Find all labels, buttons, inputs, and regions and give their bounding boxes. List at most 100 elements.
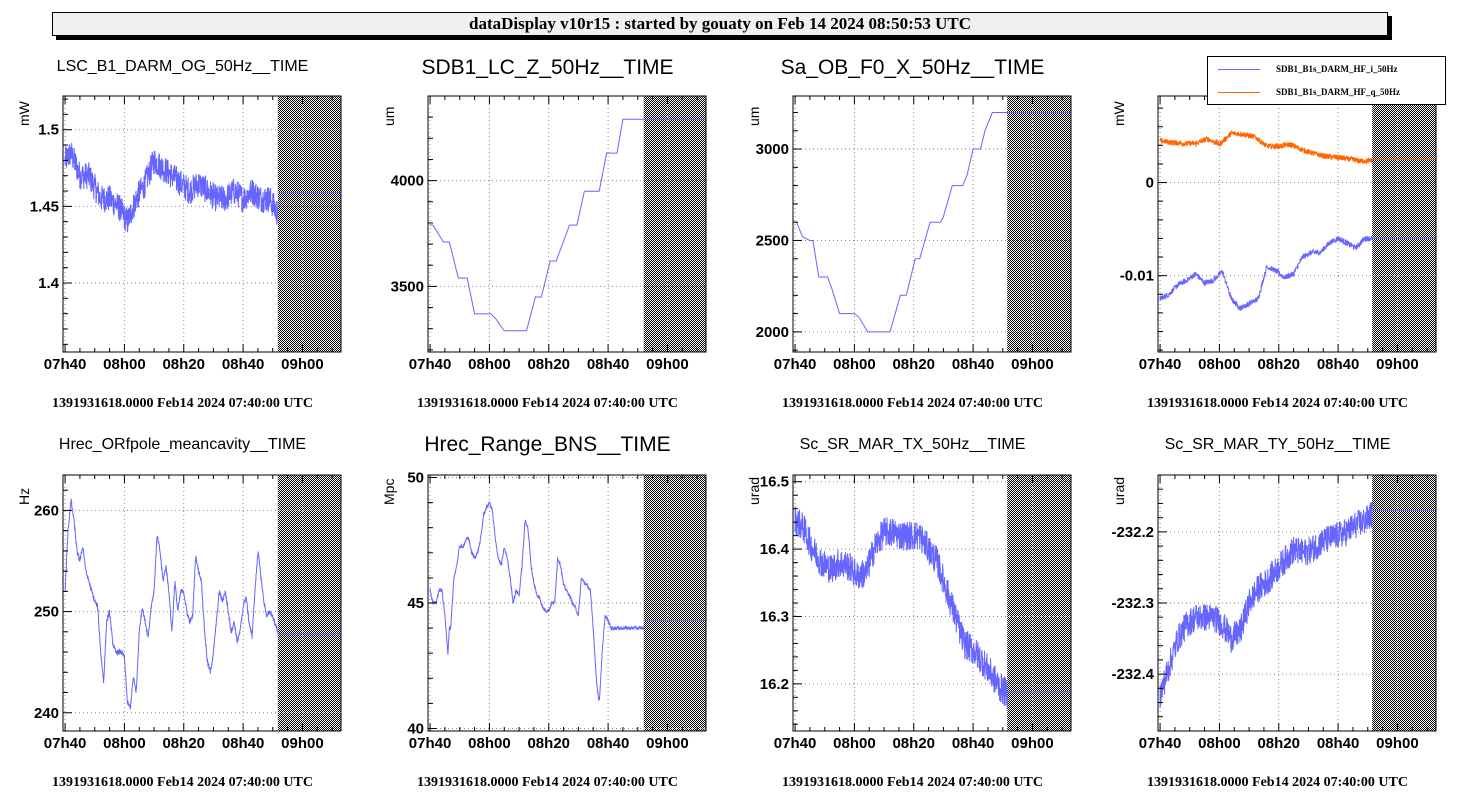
x-tick-label: 07h40 [409, 735, 452, 752]
x-tick-label: 09h00 [281, 735, 324, 752]
y-tick-label: 0 [1146, 175, 1154, 192]
x-tick-label: 09h00 [1011, 356, 1054, 373]
x-tick-label: 08h40 [1317, 735, 1360, 752]
y-tick-label: 50 [407, 470, 424, 487]
chart-title: LSC_B1_DARM_OG_50Hz__TIME [56, 58, 309, 75]
y-tick-label: 260 [34, 502, 59, 519]
series-Sc_SR_MAR_TX_50Hz [794, 506, 1071, 709]
y-tick-label: 1.5 [38, 122, 59, 139]
no-data-region [277, 96, 341, 352]
y-tick-label: 240 [34, 705, 59, 722]
x-tick-label: 09h00 [646, 356, 689, 373]
series-SDB1_LC_Z_50Hz [430, 118, 706, 332]
x-tick-label: 08h00 [468, 356, 511, 373]
x-tick-label: 08h20 [1257, 356, 1300, 373]
series-line [430, 118, 644, 332]
series-line [1159, 501, 1373, 708]
chart-panel: Sa_OB_F0_X_50Hz__TIME um 1391931618.0000 F… [730, 0, 1095, 411]
x-tick-label: 07h40 [774, 356, 817, 373]
x-tick-label: 08h20 [527, 735, 570, 752]
plot-area: 07h40 08h00 08h20 08h40 09h00 240 250 260 [34, 474, 342, 752]
y-tick-label: -232.4 [1111, 666, 1154, 683]
chart-panel: LSC_B1_DARM_OG_50Hz__TIME mW 1391931618.00… [0, 0, 365, 411]
y-tick-label: 3500 [391, 278, 424, 295]
chart-panel: Hrec_ORfpole_meancavity__TIME Hz 139193161… [0, 379, 365, 790]
series-LSC_B1_DARM_OG_50Hz [64, 142, 341, 233]
x-tick-label: 07h40 [44, 735, 87, 752]
x-tick-label: 07h40 [774, 735, 817, 752]
time-origin-label: 1391931618.0000 Feb14 2024 07:40:00 UTC [417, 396, 678, 411]
time-origin-label: 1391931618.0000 Feb14 2024 07:40:00 UTC [52, 396, 313, 411]
series-line [1159, 130, 1373, 165]
chart-title: Sc_SR_MAR_TX_50Hz__TIME [799, 436, 1026, 453]
x-tick-label: 08h40 [952, 356, 995, 373]
y-tick-label: 16.2 [760, 676, 789, 693]
y-tick-label: -232.2 [1111, 524, 1154, 541]
y-tick-label: 16.5 [760, 474, 789, 491]
y-tick-label: 2000 [756, 324, 789, 341]
chart-panel: Hrec_Range_BNS__TIME Mpc 1391931618.0000 F… [365, 379, 730, 790]
time-origin-label: 1391931618.0000 Feb14 2024 07:40:00 UTC [782, 396, 1043, 411]
no-data-region [1372, 96, 1436, 352]
series-Hrec_Range_BNS [429, 501, 706, 701]
no-data-region [643, 96, 706, 352]
series-SDB1_B1s_DARM_HF_q_50Hz [1159, 130, 1436, 165]
time-origin-label: 1391931618.0000 Feb14 2024 07:40:00 UTC [1147, 775, 1408, 790]
series-line [64, 498, 279, 710]
x-tick-label: 08h20 [892, 735, 935, 752]
x-tick-label: 08h00 [833, 356, 876, 373]
chart-panel: SDB1_LC_Z_50Hz__TIME um 1391931618.0000 Fe… [365, 0, 730, 411]
series-line [1159, 235, 1373, 311]
series-line [429, 501, 645, 701]
plot-area: 07h40 08h00 08h20 08h40 09h00 1.4 1.45 1.5 [30, 95, 342, 373]
chart-title: Hrec_Range_BNS__TIME [424, 433, 671, 456]
y-tick-label: 2500 [756, 232, 789, 249]
x-tick-label: 08h40 [222, 735, 265, 752]
x-tick-label: 07h40 [1139, 356, 1182, 373]
chart-panel: Sc_SR_MAR_TY_50Hz__TIME urad 1391931618.00… [1095, 379, 1460, 790]
x-tick-label: 07h40 [1139, 735, 1182, 752]
time-origin-label: 1391931618.0000 Feb14 2024 07:40:00 UTC [52, 775, 313, 790]
x-tick-label: 08h40 [952, 735, 995, 752]
legend-label: SDB1_B1s_DARM_HF_i_50Hz [1276, 64, 1398, 74]
legend: SDB1_B1s_DARM_HF_i_50Hz SDB1_B1s_DARM_HF… [1207, 56, 1446, 105]
plot-frame [792, 95, 1072, 353]
plot-area: 07h40 08h00 08h20 08h40 09h00 2000 2500 3000 [756, 95, 1072, 373]
x-tick-label: 09h00 [1376, 735, 1419, 752]
y-tick-label: 1.4 [38, 275, 60, 292]
y-tick-label: 40 [407, 720, 424, 737]
y-tick-label: 4000 [391, 173, 424, 190]
plot-area: 07h40 08h00 08h20 08h40 09h00 -232.4 -232.3 -23… [1111, 474, 1437, 752]
no-data-region [1007, 96, 1071, 352]
y-tick-label: 3000 [756, 141, 789, 158]
x-tick-label: 08h20 [162, 735, 205, 752]
x-tick-label: 08h20 [527, 356, 570, 373]
x-tick-label: 08h40 [1317, 356, 1360, 373]
chart-title: SDB1_LC_Z_50Hz__TIME [421, 56, 674, 79]
series-Sc_SR_MAR_TY_50Hz [1159, 501, 1436, 708]
no-data-region [643, 475, 706, 731]
x-tick-label: 07h40 [409, 356, 452, 373]
no-data-region [277, 475, 341, 731]
series-Hrec_ORfpole_meancavity [64, 498, 341, 710]
no-data-region [1007, 475, 1071, 731]
display-title-banner: dataDisplay v10r15 : started by gouaty o… [52, 12, 1388, 36]
chart-title: Sa_OB_F0_X_50Hz__TIME [780, 56, 1045, 79]
legend-label: SDB1_B1s_DARM_HF_q_50Hz [1276, 87, 1401, 97]
legend-item-q: SDB1_B1s_DARM_HF_q_50Hz [1218, 85, 1400, 99]
x-tick-label: 08h20 [1257, 735, 1300, 752]
plot-area: 07h40 08h00 08h20 08h40 09h00 3500 4000 [391, 95, 707, 373]
plot-frame [427, 95, 707, 353]
series-line [794, 506, 1008, 709]
time-origin-label: 1391931618.0000 Feb14 2024 07:40:00 UTC [782, 775, 1043, 790]
x-tick-label: 08h00 [1198, 735, 1241, 752]
x-tick-label: 09h00 [1011, 735, 1054, 752]
x-tick-label: 07h40 [44, 356, 87, 373]
x-tick-label: 08h00 [833, 735, 876, 752]
legend-swatch-blue [1218, 68, 1260, 70]
x-tick-label: 08h40 [587, 735, 630, 752]
time-origin-label: 1391931618.0000 Feb14 2024 07:40:00 UTC [417, 775, 678, 790]
time-origin-label: 1391931618.0000 Feb14 2024 07:40:00 UTC [1147, 396, 1408, 411]
x-tick-label: 08h20 [892, 356, 935, 373]
chart-title: Sc_SR_MAR_TY_50Hz__TIME [1164, 436, 1391, 453]
